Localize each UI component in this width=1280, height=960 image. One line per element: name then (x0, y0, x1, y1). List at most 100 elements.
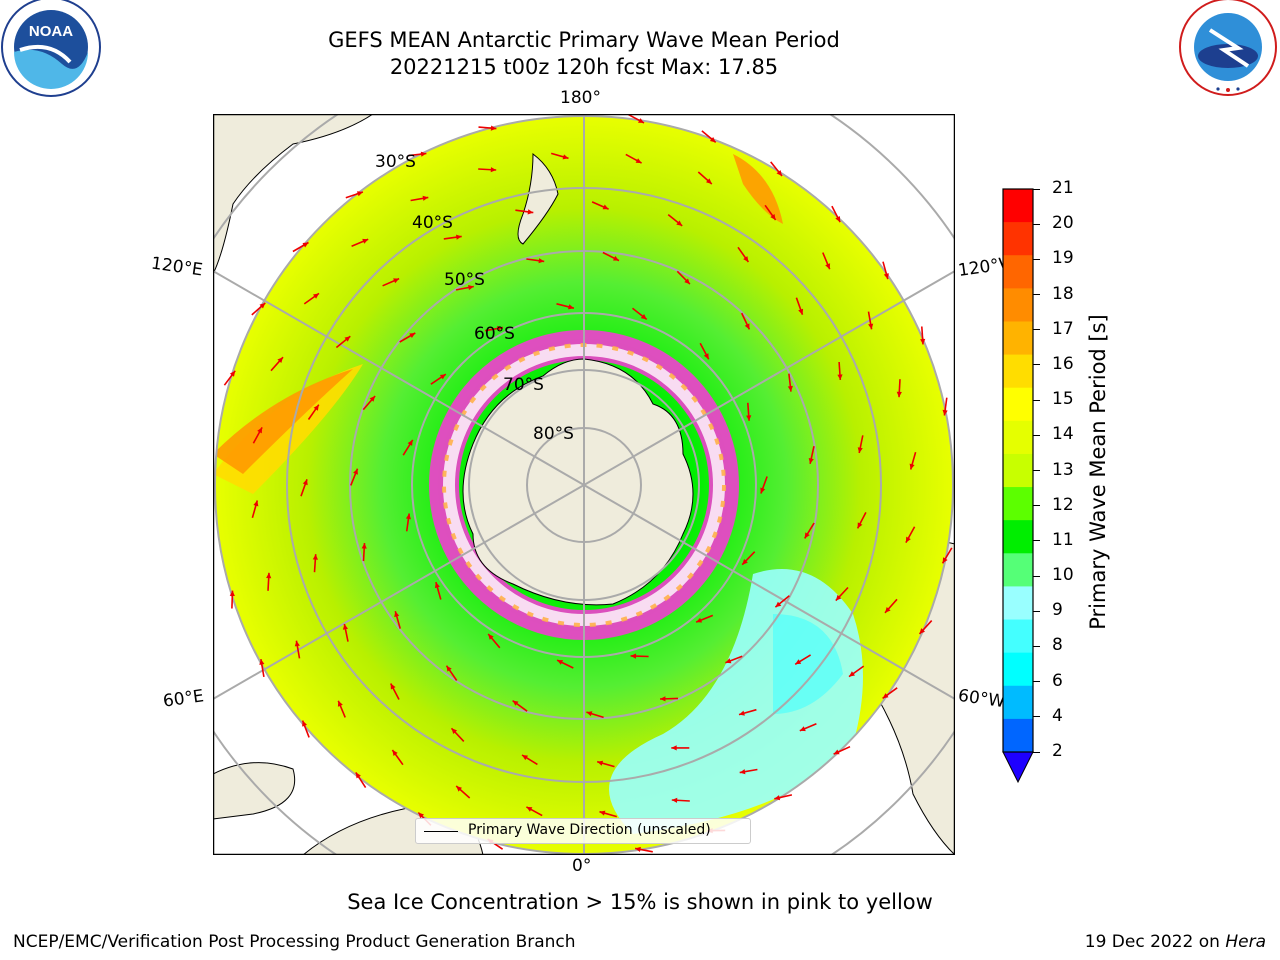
colorbar-tick-label: 19 (1052, 248, 1074, 269)
wave-arrow-head (405, 513, 411, 520)
land-new-zealand (517, 152, 559, 245)
wave-arrow-head (660, 696, 666, 702)
wave-arrow-head (468, 285, 474, 291)
wave-arrow-head (422, 195, 429, 201)
colorbar-segment (1003, 255, 1033, 289)
colorbar-segment (1003, 288, 1033, 322)
footer-left: NCEP/EMC/Verification Post Processing Pr… (13, 932, 576, 952)
wave-arrow-head (488, 634, 494, 640)
colorbar-tick-label: 8 (1052, 635, 1063, 656)
wave-arrow-head (804, 532, 810, 539)
colorbar-tick-mark (1033, 505, 1040, 507)
wave-arrow-head (849, 671, 855, 677)
footer-host: Hera (1225, 932, 1266, 952)
colorbar-tick-label: 2 (1052, 741, 1063, 761)
colorbar-tick-label: 16 (1052, 353, 1074, 374)
wave-arrow-head (439, 374, 446, 380)
lon-label-180: 180° (560, 88, 601, 108)
wave-arrow-head (709, 137, 716, 143)
map-legend: Primary Wave Direction (unscaled) (415, 818, 751, 844)
colorbar-tick-mark (1033, 610, 1040, 612)
wave-arrow-head (798, 308, 804, 315)
wave-arrow-head (409, 333, 416, 338)
colorbar-tick-label: 13 (1052, 459, 1074, 480)
colorbar-tick-label: 20 (1052, 213, 1074, 234)
colorbar-tick-mark (1033, 751, 1040, 753)
wave-arrow-head (613, 255, 619, 261)
wave-arrow-head (787, 385, 793, 392)
colorbar-tick-label: 4 (1052, 705, 1063, 726)
wave-arrow-head (355, 772, 361, 779)
wave-arrow-head (229, 590, 235, 596)
wave-arrow-head (835, 216, 841, 223)
wave-arrow-head (568, 304, 574, 310)
lat-label-60s: 60°S (474, 324, 515, 344)
colorbar-tick-mark (1033, 294, 1040, 296)
wave-arrow-head (337, 700, 343, 707)
wave-arrow-head (456, 786, 462, 792)
wave-arrow-head (342, 624, 348, 630)
wave-arrow-head (671, 797, 678, 803)
wave-arrow-head (744, 323, 750, 330)
wave-arrow-head (253, 500, 259, 507)
colorbar-segment (1003, 222, 1033, 256)
wave-arrow-head (597, 760, 604, 766)
colorbar-segment (1003, 321, 1033, 356)
wave-arrow-head (909, 463, 915, 470)
wave-arrow-head (808, 458, 814, 464)
colorbar-tick-label: 11 (1052, 529, 1074, 550)
wave-arrow-head (775, 601, 782, 608)
wave-arrow-head (942, 409, 948, 416)
footer-date: 19 Dec 2022 on (1084, 932, 1226, 952)
colorbar-segment (1003, 387, 1033, 422)
wave-arrow-head (696, 617, 703, 623)
colorbar-tick-mark (1033, 329, 1040, 331)
wave-arrow-head (357, 191, 363, 197)
wave-arrow-head (919, 628, 925, 634)
colorbar-tick-mark (1033, 364, 1040, 366)
wave-arrow-head (635, 846, 641, 852)
wave-arrow-head (630, 653, 637, 659)
wave-arrow-head (825, 263, 831, 270)
wave-arrow-head (882, 693, 889, 699)
wave-arrow-head (739, 769, 746, 775)
colorbar-tick-mark (1033, 434, 1040, 436)
wave-arrow-head (302, 242, 309, 248)
wave-arrow-head (770, 214, 776, 220)
wave-arrow-head (361, 543, 367, 549)
colorbar-tick-label: 14 (1052, 424, 1074, 445)
wave-arrow-head (706, 178, 712, 184)
wave-arrow-head (313, 293, 319, 299)
wave-arrow-head (538, 258, 545, 264)
lon-label-60w: 60°W (956, 685, 1007, 713)
wave-arrow-head (885, 607, 891, 613)
colorbar-tick-label: 12 (1052, 494, 1074, 515)
colorbar-tick-mark (1033, 645, 1040, 647)
colorbar-segment (1003, 586, 1033, 621)
wave-arrow-head (671, 745, 677, 751)
colorbar-tick-mark (1033, 399, 1040, 401)
wave-arrow-head (833, 749, 840, 755)
wave-arrow-head (446, 665, 452, 672)
colorbar-segment (1003, 553, 1033, 587)
sea-ice-caption: Sea Ice Concentration > 15% is shown in … (347, 890, 933, 914)
wave-arrow-head (302, 720, 307, 727)
wave-arrow-head (905, 536, 911, 543)
wave-arrow-head (635, 158, 642, 164)
wave-arrow-head (599, 810, 606, 816)
wave-arrow-head (407, 439, 413, 446)
colorbar-segment (1003, 420, 1033, 455)
wave-arrow-head (920, 338, 926, 345)
wave-arrow-head (562, 154, 569, 160)
wave-arrow-head (868, 323, 874, 330)
wave-arrow-head (497, 325, 503, 332)
wave-arrow-head (638, 118, 644, 123)
colorbar-tick-label: 9 (1052, 600, 1063, 621)
colorbar-tick-mark (1033, 540, 1040, 542)
wave-arrow-head (942, 557, 948, 564)
colorbar-tick-label: 10 (1052, 565, 1074, 586)
wave-direction-arrows (223, 114, 953, 853)
wave-arrow-head (266, 572, 272, 579)
noaa-logo: NOAA (1, 0, 101, 97)
wave-arrow-head (739, 710, 745, 716)
